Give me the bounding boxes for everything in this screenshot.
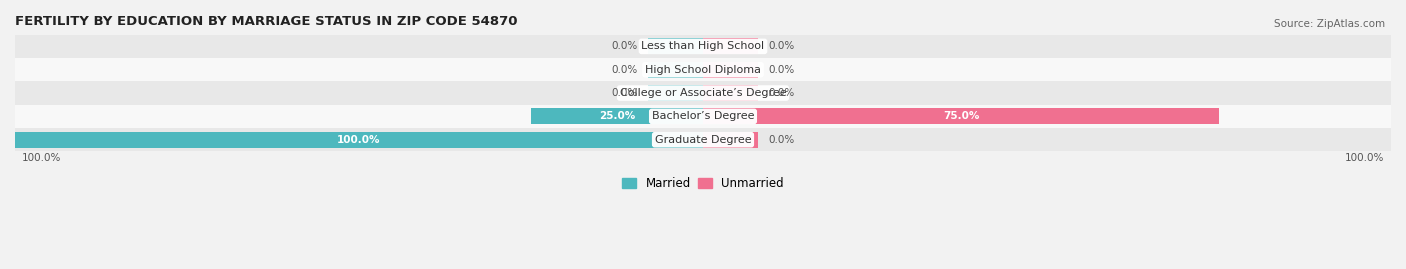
Bar [531, 108, 703, 124]
Text: Bachelor’s Degree: Bachelor’s Degree [652, 111, 754, 121]
Bar [703, 132, 758, 148]
Bar [703, 85, 758, 101]
Bar [703, 108, 1219, 124]
Bar [703, 62, 758, 78]
Bar [648, 38, 703, 54]
Text: FERTILITY BY EDUCATION BY MARRIAGE STATUS IN ZIP CODE 54870: FERTILITY BY EDUCATION BY MARRIAGE STATU… [15, 15, 517, 28]
Text: Source: ZipAtlas.com: Source: ZipAtlas.com [1274, 19, 1385, 29]
Bar [703, 38, 758, 54]
Text: 75.0%: 75.0% [943, 111, 979, 121]
Text: 100.0%: 100.0% [1344, 153, 1384, 163]
Bar [15, 35, 1391, 58]
Text: 0.0%: 0.0% [612, 65, 638, 75]
Text: Less than High School: Less than High School [641, 41, 765, 51]
Bar [15, 105, 1391, 128]
Bar [648, 85, 703, 101]
Text: 0.0%: 0.0% [612, 41, 638, 51]
Text: High School Diploma: High School Diploma [645, 65, 761, 75]
Text: 0.0%: 0.0% [768, 65, 794, 75]
Bar [15, 58, 1391, 82]
Legend: Married, Unmarried: Married, Unmarried [617, 172, 789, 194]
Text: Graduate Degree: Graduate Degree [655, 135, 751, 145]
Bar [15, 128, 1391, 151]
Text: 100.0%: 100.0% [22, 153, 62, 163]
Bar [15, 82, 1391, 105]
Text: College or Associate’s Degree: College or Associate’s Degree [620, 88, 786, 98]
Text: 25.0%: 25.0% [599, 111, 636, 121]
Text: 0.0%: 0.0% [612, 88, 638, 98]
Text: 100.0%: 100.0% [337, 135, 381, 145]
Bar [648, 62, 703, 78]
Text: 0.0%: 0.0% [768, 135, 794, 145]
Text: 0.0%: 0.0% [768, 88, 794, 98]
Bar [15, 132, 703, 148]
Text: 0.0%: 0.0% [768, 41, 794, 51]
